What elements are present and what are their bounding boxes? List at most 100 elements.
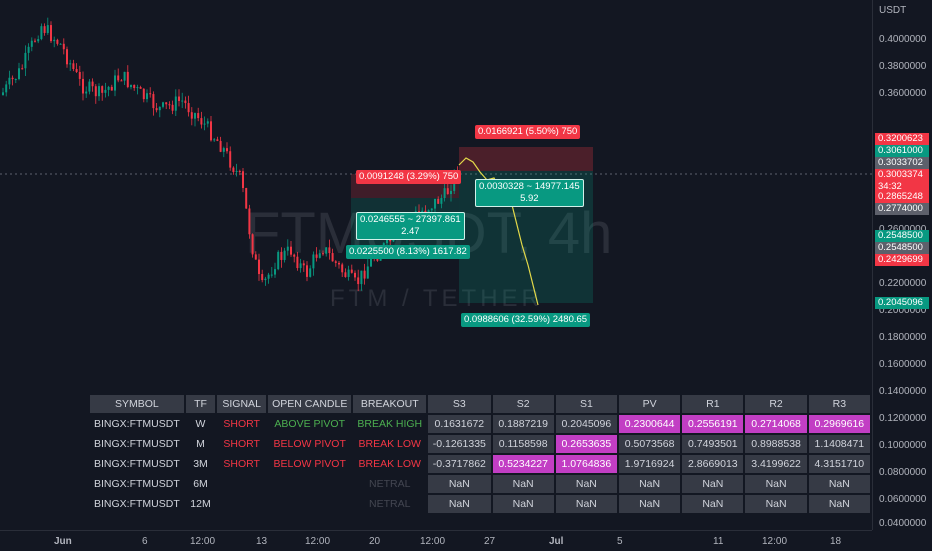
candle-body: [24, 52, 27, 69]
cell-r3: 4.3151710: [808, 455, 870, 473]
candle-body: [174, 96, 177, 111]
candle-body: [251, 234, 254, 255]
chart-area[interactable]: FTMUSDT, 4h FTM / TETHER 0.0166921 (5.50…: [0, 0, 872, 530]
time-axis-tick: 18: [830, 536, 842, 547]
candle-body: [117, 75, 120, 81]
time-axis[interactable]: Jun 6 12:00 13 12:00 20 12:00 27 Jul 5 1…: [0, 530, 872, 551]
table-row: BINGX:FTMUSDT 6M NETRAL NaN NaN NaN NaN …: [90, 475, 870, 493]
header-signal: SIGNAL: [217, 395, 267, 413]
time-axis-tick: 13: [256, 536, 268, 547]
price-axis-tick: 0.0800000: [879, 467, 927, 478]
cell-signal: SHORT: [223, 418, 260, 430]
cell-s3: -0.1261335: [428, 435, 491, 453]
candle-body: [62, 43, 65, 50]
candle-body: [27, 46, 30, 53]
candle-body: [37, 39, 40, 42]
candle-body: [357, 277, 360, 285]
table-row: BINGX:FTMUSDT 3M SHORT BELOW PIVOT BREAK…: [90, 455, 870, 473]
header-breakout: BREAKOUT: [353, 395, 427, 413]
cell-tf: 6M: [193, 478, 208, 490]
cell-r3: 0.2969616: [808, 415, 870, 433]
price-axis-unit: USDT: [879, 5, 907, 16]
candle-body: [34, 40, 36, 42]
long-stop-label: 0.0091248 (3.29%) 750: [356, 170, 462, 184]
candle-body: [126, 71, 129, 88]
candle-body: [59, 43, 62, 45]
candle-body: [91, 81, 94, 87]
time-axis-tick: 12:00: [190, 536, 216, 547]
cell-s2: NaN: [492, 475, 554, 493]
candle-body: [315, 254, 318, 258]
price-tag-level: 0.2429699: [875, 254, 929, 266]
candle-body: [190, 112, 193, 119]
candle-body: [178, 96, 180, 101]
price-axis-tick: 0.1400000: [879, 386, 927, 397]
cell-breakout: BREAK LOW: [358, 458, 421, 470]
long-position-line1: 0.0246555 ~ 27397.861: [360, 214, 461, 225]
candle-body: [136, 87, 139, 89]
price-tag-short-entry: 0.3061000: [875, 145, 929, 157]
cell-r2: 3.4199622: [745, 455, 807, 473]
price-tag-long-entry: 0.2548500: [875, 230, 929, 242]
price-tag-short-stop: 0.3200623: [875, 133, 929, 145]
candle-body: [261, 274, 264, 281]
candle-body: [219, 140, 222, 152]
time-axis-tick: 11: [713, 536, 724, 547]
cell-s2: 0.1887219: [492, 415, 554, 433]
candle-body: [446, 188, 449, 195]
candle-body: [322, 253, 324, 255]
price-axis-tick: 0.0600000: [879, 494, 927, 505]
cell-signal: [217, 495, 266, 513]
candle-body: [222, 148, 225, 152]
cell-pv: 0.2300644: [618, 415, 681, 433]
cell-pv: NaN: [618, 475, 681, 493]
candle-body: [94, 86, 97, 97]
cell-r3: 1.1408471: [808, 435, 870, 453]
table-row: BINGX:FTMUSDT M SHORT BELOW PIVOT BREAK …: [90, 435, 870, 453]
cell-symbol: BINGX:FTMUSDT: [94, 498, 180, 510]
cell-r2: 0.8988538: [745, 435, 807, 453]
candle-body: [139, 87, 142, 89]
candle-body: [98, 86, 100, 97]
price-tag-level: 0.2548500: [875, 242, 929, 254]
candle-body: [370, 256, 372, 267]
cell-open-candle: [268, 475, 351, 493]
candle-body: [110, 86, 113, 91]
candle-body: [258, 259, 260, 275]
candle-body: [286, 246, 289, 251]
price-axis-tick: 0.2000000: [879, 305, 927, 316]
candle-body: [210, 121, 212, 141]
cell-breakout: NETRAL: [369, 498, 411, 510]
candle-body: [325, 247, 328, 254]
candle-body: [296, 256, 299, 269]
time-axis-tick: Jul: [549, 536, 564, 547]
pivot-table: SYMBOL TF SIGNAL OPEN CANDLE BREAKOUT S3…: [88, 393, 872, 515]
header-symbol: SYMBOL: [90, 395, 184, 413]
candle-body: [187, 103, 190, 113]
candle-body: [427, 210, 430, 214]
candle-body: [434, 198, 436, 209]
cell-pv: NaN: [618, 495, 681, 513]
price-axis-tick: 0.4000000: [879, 34, 927, 45]
candle-body: [328, 247, 331, 254]
time-axis-tick: 12:00: [762, 536, 788, 547]
cell-s3: NaN: [428, 475, 491, 493]
candle-body: [306, 265, 308, 277]
candle-body: [226, 148, 228, 152]
price-axis-tick: 0.1200000: [879, 413, 927, 424]
cell-r1: NaN: [682, 475, 744, 493]
candle-body: [123, 71, 126, 81]
cell-signal: [217, 475, 266, 493]
short-target-label: 0.0988606 (32.59%) 2480.65: [461, 313, 591, 327]
candle-body: [66, 49, 68, 65]
candle-body: [312, 254, 315, 269]
price-axis[interactable]: USDT 0.4000000 0.3800000 0.3600000 0.260…: [872, 0, 932, 530]
candle-body: [114, 75, 116, 91]
candle-body: [338, 262, 340, 265]
candle-body: [50, 25, 52, 42]
candle-body: [142, 88, 145, 100]
candle-body: [200, 118, 203, 125]
cell-s3: NaN: [428, 495, 491, 513]
candle-body: [280, 251, 283, 260]
cell-tf: M: [196, 438, 205, 450]
